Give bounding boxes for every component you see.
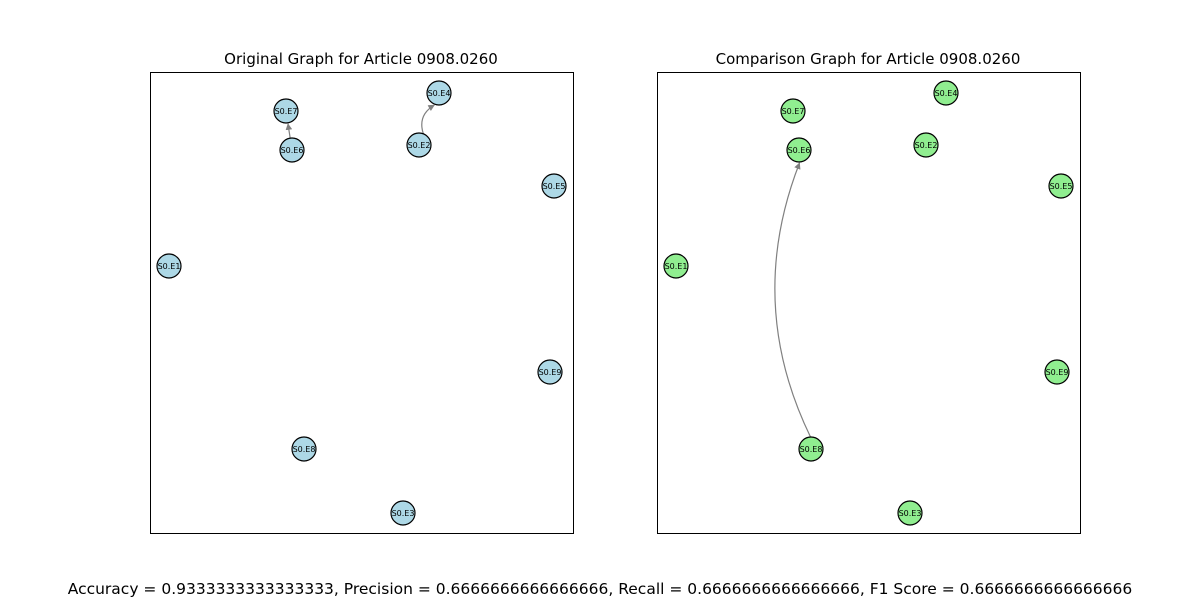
node-s0-e4: S0.E4 xyxy=(426,80,452,106)
node-s0-e1: S0.E1 xyxy=(663,253,689,279)
node-label: S0.E7 xyxy=(782,107,805,116)
node-circle xyxy=(786,137,812,163)
edge-layer-original xyxy=(285,104,435,139)
node-circle xyxy=(537,359,563,385)
node-s0-e1: S0.E1 xyxy=(156,253,182,279)
node-s0-e6: S0.E6 xyxy=(786,137,812,163)
node-circle xyxy=(426,80,452,106)
node-s0-e2: S0.E2 xyxy=(913,132,939,158)
node-circle xyxy=(897,500,923,526)
node-circle xyxy=(798,436,824,462)
node-label: S0.E5 xyxy=(543,182,566,191)
node-s0-e9: S0.E9 xyxy=(537,359,563,385)
node-circle xyxy=(273,98,299,124)
node-label: S0.E2 xyxy=(408,141,431,150)
node-circle xyxy=(541,173,567,199)
panel-frame-comparison xyxy=(657,72,1081,534)
node-label: S0.E2 xyxy=(915,141,938,150)
node-layer-original: S0.E7 S0.E4 S0.E6 S0.E2 S0.E5 S0.E1 S0.E9 S0.E8… xyxy=(156,80,567,526)
edge-s0-e8-to-s0-e6 xyxy=(774,162,812,438)
node-s0-e5: S0.E5 xyxy=(1048,173,1074,199)
node-circle xyxy=(1048,173,1074,199)
node-s0-e4: S0.E4 xyxy=(933,80,959,106)
node-label: S0.E5 xyxy=(1050,182,1073,191)
node-label: S0.E1 xyxy=(158,262,181,271)
node-s0-e3: S0.E3 xyxy=(390,500,416,526)
edge-s0-e6-to-s0-e7 xyxy=(285,123,293,139)
node-circle xyxy=(406,132,432,158)
node-label: S0.E4 xyxy=(428,89,451,98)
node-label: S0.E8 xyxy=(293,445,316,454)
node-label: S0.E3 xyxy=(392,509,415,518)
edge-layer-comparison xyxy=(774,162,812,438)
node-label: S0.E8 xyxy=(800,445,823,454)
node-circle xyxy=(390,500,416,526)
node-s0-e7: S0.E7 xyxy=(780,98,806,124)
node-circle xyxy=(291,436,317,462)
node-circle xyxy=(1044,359,1070,385)
node-s0-e8: S0.E8 xyxy=(291,436,317,462)
node-s0-e6: S0.E6 xyxy=(279,137,305,163)
node-circle xyxy=(913,132,939,158)
panel-title-original: Original Graph for Article 0908.0260 xyxy=(224,50,498,68)
node-s0-e9: S0.E9 xyxy=(1044,359,1070,385)
node-label: S0.E6 xyxy=(281,146,304,155)
panel-title-comparison: Comparison Graph for Article 0908.0260 xyxy=(716,50,1021,68)
node-circle xyxy=(663,253,689,279)
node-s0-e3: S0.E3 xyxy=(897,500,923,526)
node-s0-e7: S0.E7 xyxy=(273,98,299,124)
node-label: S0.E9 xyxy=(539,368,562,377)
panel-frame-original xyxy=(150,72,574,534)
edge-s0-e2-to-s0-e4 xyxy=(421,104,435,134)
node-label: S0.E1 xyxy=(665,262,688,271)
node-circle xyxy=(933,80,959,106)
metrics-text: Accuracy = 0.9333333333333333, Precision… xyxy=(68,580,1133,598)
node-label: S0.E6 xyxy=(788,146,811,155)
panel-original: Original Graph for Article 0908.0260 S0.… xyxy=(150,50,574,534)
node-circle xyxy=(156,253,182,279)
node-label: S0.E4 xyxy=(935,89,958,98)
node-layer-comparison: S0.E7 S0.E4 S0.E6 S0.E2 S0.E5 S0.E1 S0.E9 S0.E8… xyxy=(663,80,1074,526)
node-circle xyxy=(780,98,806,124)
panel-comparison: Comparison Graph for Article 0908.0260 S… xyxy=(657,50,1081,534)
node-s0-e2: S0.E2 xyxy=(406,132,432,158)
node-label: S0.E7 xyxy=(275,107,298,116)
node-s0-e8: S0.E8 xyxy=(798,436,824,462)
node-label: S0.E9 xyxy=(1046,368,1069,377)
node-circle xyxy=(279,137,305,163)
node-s0-e5: S0.E5 xyxy=(541,173,567,199)
node-label: S0.E3 xyxy=(899,509,922,518)
